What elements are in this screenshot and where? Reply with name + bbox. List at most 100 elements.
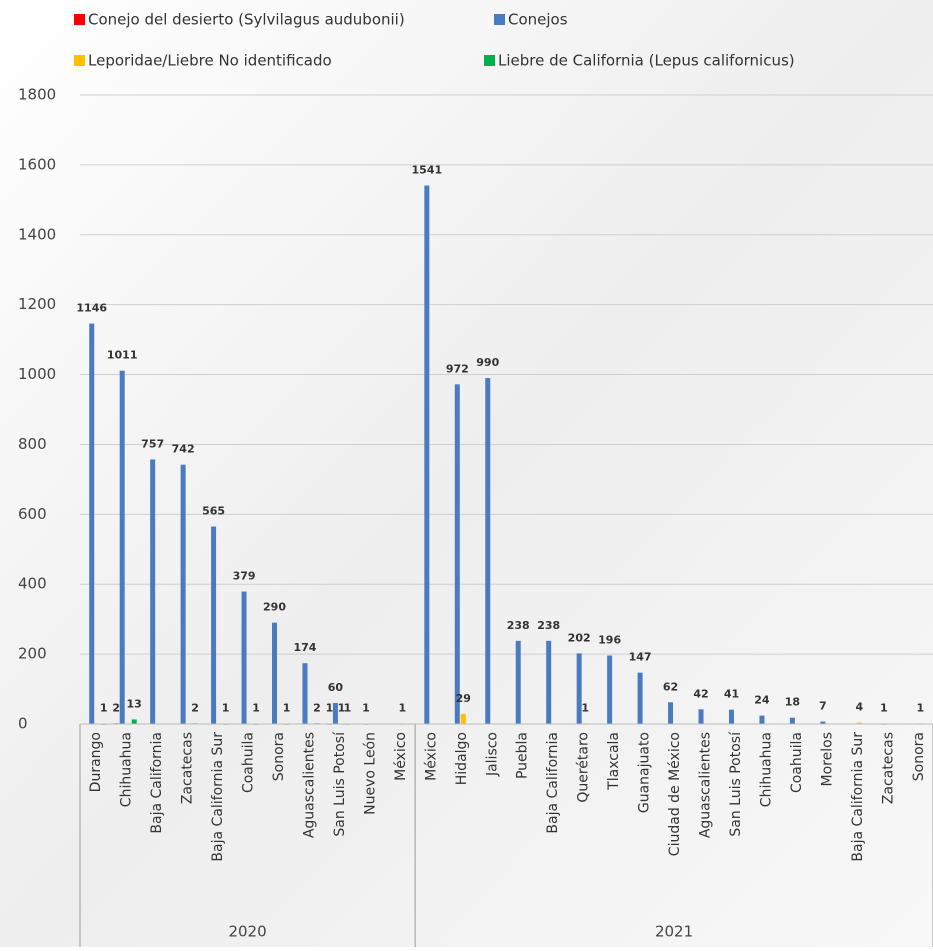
data-label: 202 — [568, 631, 591, 644]
data-label: 1 — [222, 702, 230, 715]
y-tick-label: 400 — [18, 575, 47, 593]
x-tick-label: Aguascalientes — [698, 732, 714, 838]
bar — [668, 702, 673, 724]
x-tick-label: Puebla — [515, 732, 531, 779]
data-label: 2 — [112, 701, 120, 714]
legend-swatch — [494, 14, 505, 25]
data-label: 2 — [313, 701, 321, 714]
bar — [211, 527, 216, 724]
data-label: 60 — [328, 681, 344, 694]
x-tick-label: Aguascalientes — [301, 732, 317, 838]
x-tick-label: Sonora — [911, 732, 927, 781]
data-label: 41 — [724, 688, 739, 701]
data-label: 1 — [916, 702, 924, 715]
bar — [790, 718, 795, 724]
data-label: 1 — [362, 702, 370, 715]
data-label: 147 — [629, 651, 652, 664]
data-label: 1 — [581, 702, 589, 715]
x-tick-label: Jalisco — [484, 732, 500, 777]
bar — [546, 641, 551, 724]
group-label: 2021 — [655, 923, 693, 941]
data-label: 972 — [446, 362, 469, 375]
legend-swatch — [74, 14, 85, 25]
x-tick-label: México — [393, 732, 409, 781]
x-tick-label: Tlaxcala — [606, 732, 622, 791]
data-label: 1 — [100, 702, 108, 715]
data-label: 174 — [293, 641, 316, 654]
x-tick-label: Baja California Sur — [210, 732, 226, 862]
bar — [424, 186, 429, 724]
bar — [729, 710, 734, 724]
legend-swatch — [74, 55, 85, 66]
data-label: 13 — [127, 697, 142, 710]
bar — [461, 714, 466, 724]
bar — [516, 641, 521, 724]
x-tick-label: San Luis Potosí — [332, 731, 348, 837]
y-tick-label: 1800 — [18, 86, 56, 104]
x-tick-label: Chihuahua — [119, 732, 135, 807]
y-tick-label: 1400 — [18, 225, 56, 243]
data-label: 1011 — [107, 349, 138, 362]
data-label: 1 — [399, 702, 407, 715]
x-tick-label: Morelos — [819, 732, 835, 786]
bar — [89, 324, 94, 724]
data-label: 196 — [598, 634, 621, 647]
bar — [242, 592, 247, 724]
legend-label: Conejo del desierto (Sylvilagus auduboni… — [88, 11, 405, 29]
data-label: 757 — [141, 437, 164, 450]
x-tick-label: Baja California — [149, 732, 165, 834]
y-tick-label: 1000 — [18, 365, 56, 383]
y-tick-label: 0 — [18, 715, 28, 733]
bar — [181, 465, 186, 724]
data-label: 29 — [456, 692, 471, 705]
group-label: 2020 — [228, 923, 266, 941]
data-label: 742 — [172, 443, 195, 456]
y-tick-label: 600 — [18, 505, 47, 523]
x-tick-label: Chihuahua — [758, 732, 774, 807]
data-label: 290 — [263, 601, 286, 614]
bar — [272, 623, 277, 724]
data-label: 1 — [283, 702, 291, 715]
data-label: 24 — [754, 694, 770, 707]
data-label: 62 — [663, 680, 678, 693]
data-label: 1 — [326, 702, 334, 715]
data-label: 565 — [202, 505, 225, 518]
y-tick-label: 1600 — [18, 155, 56, 173]
legend-label: Liebre de California (Lepus californicus… — [498, 52, 795, 70]
data-label: 42 — [693, 687, 708, 700]
bar — [302, 663, 307, 724]
legend-swatch — [484, 55, 495, 66]
data-label: 238 — [507, 619, 530, 632]
x-tick-label: Coahuila — [789, 732, 805, 793]
data-label: 7 — [819, 700, 827, 713]
data-label: 379 — [233, 570, 256, 583]
bar — [120, 371, 125, 724]
data-label: 1541 — [412, 164, 443, 177]
chart: Conejo del desierto (Sylvilagus auduboni… — [0, 0, 933, 947]
x-tick-label: Nuevo León — [362, 732, 378, 815]
y-tick-label: 1200 — [18, 295, 56, 313]
data-label: 1 — [344, 702, 352, 715]
bar — [699, 709, 704, 724]
data-label: 4 — [856, 701, 864, 714]
x-tick-label: Durango — [88, 732, 104, 792]
y-tick-label: 800 — [18, 435, 47, 453]
background — [0, 0, 933, 947]
x-tick-label: Zacatecas — [180, 732, 196, 804]
legend-label: Leporidae/Liebre No identificado — [88, 52, 332, 70]
data-label: 990 — [476, 356, 499, 369]
bar — [150, 459, 155, 724]
bar — [759, 716, 764, 724]
data-label: 1 — [252, 702, 260, 715]
x-tick-label: Zacatecas — [880, 732, 896, 804]
x-tick-label: Baja California Sur — [850, 732, 866, 862]
x-tick-label: Ciudad de México — [667, 732, 683, 856]
data-label: 238 — [537, 619, 560, 632]
data-label: 18 — [785, 696, 800, 709]
x-tick-label: Guanajuato — [637, 732, 653, 813]
x-tick-label: Coahuila — [241, 732, 257, 793]
data-label: 2 — [191, 701, 199, 714]
legend-label: Conejos — [508, 11, 568, 29]
bar — [638, 673, 643, 724]
data-label: 1146 — [76, 302, 107, 315]
